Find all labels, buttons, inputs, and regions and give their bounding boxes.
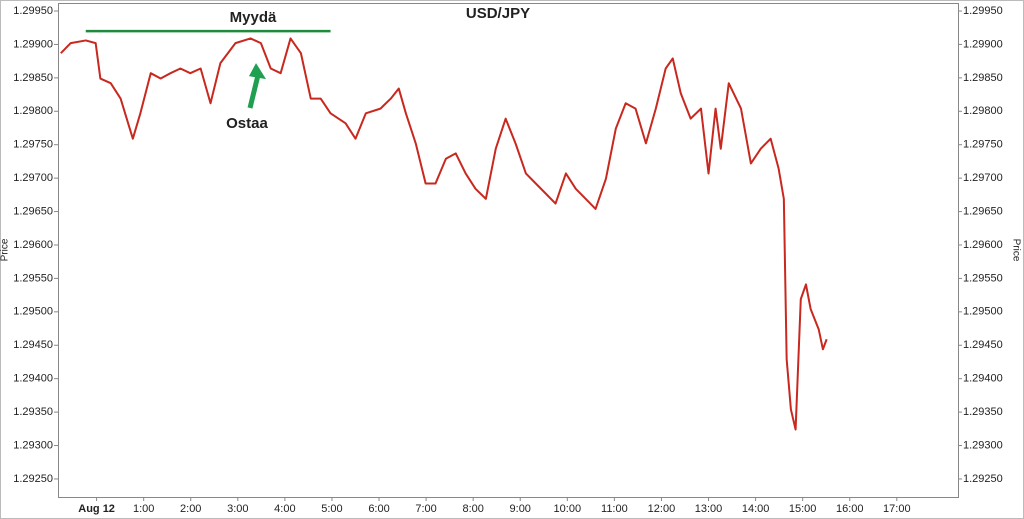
y-tick-label: 1.29850 [963,72,1003,84]
y-tick-label: 1.29900 [13,38,53,50]
y-tick-label: 1.29500 [13,306,53,318]
chart-title: USD/JPY [466,5,530,22]
x-tick-label: 5:00 [321,503,342,515]
x-tick-label: 10:00 [554,503,582,515]
y-tick-label: 1.29650 [13,205,53,217]
x-tick-label: 8:00 [462,503,483,515]
x-tick-label: 14:00 [742,503,770,515]
plot-area [58,3,959,498]
y-tick-label: 1.29600 [963,239,1003,251]
y-tick-label: 1.29550 [963,272,1003,284]
x-tick-label: 12:00 [648,503,676,515]
y-tick-label: 1.29450 [13,339,53,351]
y-tick-label: 1.29400 [13,373,53,385]
buy-arrow [247,74,261,109]
y-tick-label: 1.29800 [13,105,53,117]
y-tick-label: 1.29850 [13,72,53,84]
x-tick-label: 3:00 [227,503,248,515]
y-tick-label: 1.29700 [963,172,1003,184]
y-tick-label: 1.29250 [13,473,53,485]
x-tick-label: 4:00 [274,503,295,515]
x-tick-label: 7:00 [415,503,436,515]
y-tick-label: 1.29350 [13,406,53,418]
y-axis-label: Price [1010,239,1021,262]
x-tick-label: 15:00 [789,503,817,515]
x-tick-label: 17:00 [883,503,911,515]
y-tick-label: 1.29750 [963,139,1003,151]
x-tick-label: 13:00 [695,503,723,515]
y-tick-label: 1.29950 [13,5,53,17]
x-tick-label: 16:00 [836,503,864,515]
y-tick-label: 1.29350 [963,406,1003,418]
y-tick-label: 1.29800 [963,105,1003,117]
y-tick-label: 1.29750 [13,139,53,151]
y-tick-label: 1.29650 [963,205,1003,217]
x-tick-label: 9:00 [510,503,531,515]
sell-label: Myydä [230,9,277,26]
price-line [60,37,828,431]
y-tick-label: 1.29550 [13,272,53,284]
buy-label: Ostaa [226,115,268,132]
x-tick-label: 6:00 [368,503,389,515]
x-tick-label: 1:00 [133,503,154,515]
y-tick-label: 1.29400 [963,373,1003,385]
y-tick-label: 1.29500 [963,306,1003,318]
y-tick-label: 1.29900 [963,38,1003,50]
x-tick-label: 11:00 [601,503,628,515]
y-axis-label: Price [0,238,11,261]
x-tick-label: Aug 12 [78,503,115,515]
y-tick-label: 1.29250 [963,473,1003,485]
y-tick-label: 1.29600 [13,239,53,251]
y-tick-label: 1.29300 [963,439,1003,451]
y-tick-label: 1.29950 [963,5,1003,17]
y-tick-label: 1.29700 [13,172,53,184]
buy-arrow-head [249,63,266,80]
x-tick-label: 2:00 [180,503,201,515]
y-tick-label: 1.29450 [963,339,1003,351]
y-tick-label: 1.29300 [13,439,53,451]
